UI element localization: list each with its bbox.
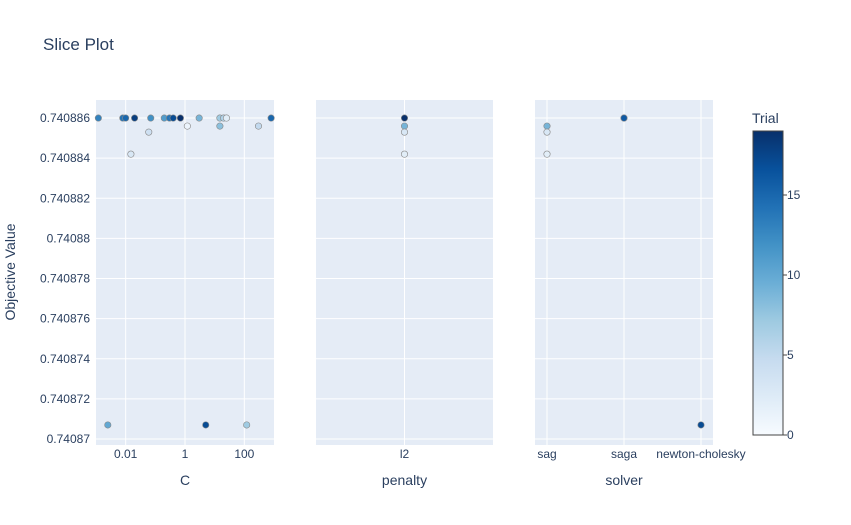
data-point[interactable] [543, 150, 551, 158]
data-point[interactable] [222, 114, 230, 122]
y-tick-label: 0.740876 [40, 312, 90, 326]
colorbar-title: Trial [752, 110, 779, 126]
data-point[interactable] [543, 122, 551, 130]
x-tick-label: 100 [234, 447, 254, 461]
data-point[interactable] [243, 421, 251, 429]
colorbar-tick-label: 10 [787, 268, 801, 282]
data-point[interactable] [94, 114, 102, 122]
data-point[interactable] [620, 114, 628, 122]
data-point[interactable] [400, 122, 408, 130]
data-point[interactable] [216, 122, 224, 130]
panel-solver: sag saga newton-cholesky solver [535, 100, 746, 488]
data-point[interactable] [267, 114, 275, 122]
panel-C: 0.01 1 100 C 0.740886 0.740884 0.740882 0.74088… [40, 100, 275, 488]
data-point[interactable] [145, 128, 153, 136]
panels: 0.01 1 100 C 0.740886 0.740884 0.740882 0.74088… [40, 100, 746, 488]
colorbar-tick-label: 0 [787, 428, 794, 442]
chart-title: Slice Plot [43, 35, 114, 54]
colorbar-ticks: 0 5 10 15 [783, 188, 801, 442]
y-tick-label: 0.74088 [47, 231, 91, 245]
data-point[interactable] [400, 128, 408, 136]
y-tick-label: 0.740882 [40, 191, 90, 205]
data-point[interactable] [127, 150, 135, 158]
y-tick-label: 0.740874 [40, 352, 90, 366]
data-point[interactable] [147, 114, 155, 122]
colorbar-gradient [752, 130, 784, 436]
y-tick-label: 0.740884 [40, 151, 90, 165]
data-point[interactable] [169, 114, 177, 122]
data-point[interactable] [543, 128, 551, 136]
y-tick-label: 0.740886 [40, 111, 90, 125]
y-tick-label: 0.74087 [47, 432, 91, 446]
x-axis-title: penalty [382, 472, 427, 488]
data-point[interactable] [195, 114, 203, 122]
data-point[interactable] [400, 150, 408, 158]
data-point[interactable] [131, 114, 139, 122]
colorbar: Trial 0 5 10 15 [752, 110, 801, 442]
data-point[interactable] [697, 421, 705, 429]
x-tick-label: l2 [400, 447, 410, 461]
data-point[interactable] [176, 114, 184, 122]
data-point[interactable] [183, 122, 191, 130]
data-point[interactable] [104, 421, 112, 429]
panel-penalty: l2 penalty [316, 100, 493, 488]
colorbar-tick-label: 15 [787, 188, 801, 202]
x-tick-label: saga [611, 447, 637, 461]
x-axis-title: C [180, 472, 190, 488]
data-point[interactable] [122, 114, 130, 122]
x-tick-label: 1 [182, 447, 189, 461]
x-tick-label: sag [537, 447, 556, 461]
colorbar-tick-label: 5 [787, 348, 794, 362]
data-point[interactable] [400, 114, 408, 122]
x-tick-label: newton-cholesky [656, 447, 745, 461]
y-tick-label: 0.740872 [40, 392, 90, 406]
data-point[interactable] [202, 421, 210, 429]
y-tick-label: 0.740878 [40, 272, 90, 286]
x-axis-title: solver [605, 472, 643, 488]
x-tick-label: 0.01 [114, 447, 138, 461]
y-axis-title: Objective Value [2, 223, 18, 320]
data-point[interactable] [254, 122, 262, 130]
